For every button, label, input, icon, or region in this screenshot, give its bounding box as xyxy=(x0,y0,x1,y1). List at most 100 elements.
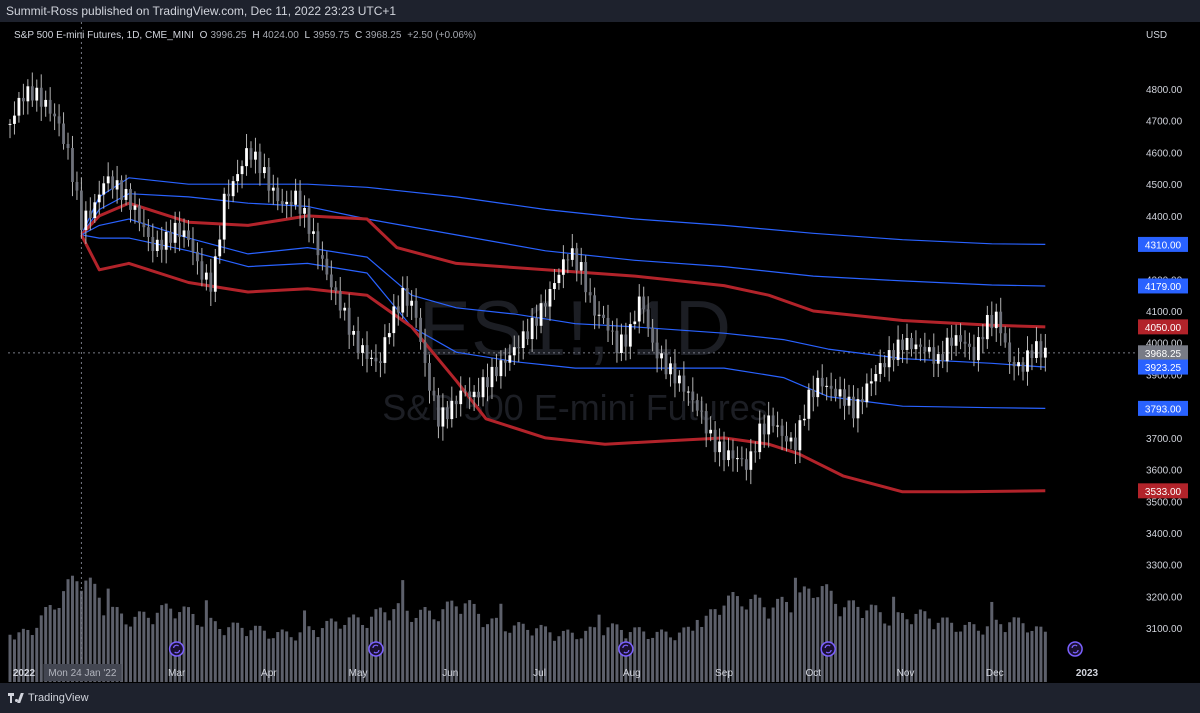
price-chart[interactable]: ES1!, 1D S&P 500 E-mini Futures 3100.00 3… xyxy=(0,22,1200,683)
candle-body xyxy=(17,97,21,116)
x-tick-label: 2022 xyxy=(13,668,36,679)
candle xyxy=(437,387,440,439)
volume-bar xyxy=(860,618,864,682)
candle-body xyxy=(767,415,771,435)
volume-bar xyxy=(222,635,226,682)
brand-name: TradingView xyxy=(28,692,89,704)
candle-body xyxy=(142,223,146,228)
price-tag-text: 3923.25 xyxy=(1145,363,1182,374)
volume-bar xyxy=(610,623,614,682)
dividend-event-icon xyxy=(168,641,185,657)
volume-bar xyxy=(874,605,878,682)
candle xyxy=(48,87,52,122)
candle xyxy=(432,377,436,402)
dividend-event-icon xyxy=(820,641,836,657)
volume-bar xyxy=(66,579,70,682)
candle xyxy=(512,335,516,366)
volume-bar xyxy=(26,629,30,682)
candle-body xyxy=(602,314,605,318)
candle xyxy=(566,254,570,274)
candle-body xyxy=(584,262,588,293)
volume-bar xyxy=(294,640,298,682)
volume-bar xyxy=(401,580,405,682)
candle xyxy=(954,324,958,357)
event-circle xyxy=(1067,641,1083,657)
candle xyxy=(535,304,538,340)
candle-body xyxy=(396,306,400,313)
candle-body xyxy=(798,420,802,451)
candle xyxy=(182,218,186,248)
y-tick-label: 4800.00 xyxy=(1146,85,1183,96)
candle-body xyxy=(66,143,70,148)
candle-body xyxy=(874,373,878,382)
candle-body xyxy=(486,377,489,388)
candle xyxy=(972,334,976,367)
candle-body xyxy=(1003,333,1007,343)
candle xyxy=(316,222,320,270)
candle-body xyxy=(762,423,766,435)
candle xyxy=(53,103,57,131)
candle-body xyxy=(13,115,16,124)
candle xyxy=(977,326,980,372)
volume-bar xyxy=(762,607,766,682)
candle xyxy=(178,211,181,252)
volume-bar xyxy=(472,603,476,682)
candle xyxy=(396,295,400,326)
candle-body xyxy=(8,123,12,125)
volume-bar xyxy=(62,591,66,682)
candle-body xyxy=(361,345,364,353)
candle xyxy=(981,324,985,354)
candle-body xyxy=(347,307,351,335)
candle-body xyxy=(887,350,891,368)
candle xyxy=(807,383,811,431)
open-value: 3996.25 xyxy=(210,30,247,41)
time-axis[interactable]: 2022 Mar Apr May Jun Jul Aug Sep Oct Nov Dec 2023 Mo… xyxy=(13,664,1099,681)
volume-bar xyxy=(303,610,307,682)
volume-bar xyxy=(245,636,249,682)
candle-body xyxy=(736,458,739,460)
candle-body xyxy=(495,366,498,377)
volume-bar xyxy=(673,640,677,682)
band-lower-2 xyxy=(80,234,1046,494)
candle xyxy=(905,323,909,364)
volume-bar xyxy=(597,614,601,682)
candle xyxy=(521,320,525,360)
candle xyxy=(285,190,289,219)
volume-bar xyxy=(923,611,927,682)
candle xyxy=(731,439,735,472)
candle xyxy=(111,170,115,199)
candle-body xyxy=(624,334,628,347)
candle xyxy=(526,318,530,346)
candle-body xyxy=(740,458,744,460)
volume-bar xyxy=(535,628,539,682)
low-label: L xyxy=(304,30,311,41)
candle xyxy=(646,296,650,337)
volume-bar xyxy=(329,618,333,682)
volume-bar xyxy=(695,619,699,682)
volume-bar xyxy=(668,637,672,682)
candle-body xyxy=(758,423,762,453)
volume-bar xyxy=(289,637,293,682)
volume-bar xyxy=(615,624,619,682)
tradingview-logo[interactable]: TradingView xyxy=(8,692,89,704)
price-tag: 3533.00 xyxy=(1138,483,1188,499)
volume-bar xyxy=(878,612,882,682)
price-tag-bg xyxy=(1138,400,1188,416)
candle xyxy=(740,446,744,467)
volume-bar xyxy=(896,612,900,682)
candle-body xyxy=(611,330,614,332)
event-glyph xyxy=(372,644,380,654)
candle xyxy=(1039,333,1043,370)
candle xyxy=(860,386,864,415)
volume-bar xyxy=(584,630,588,682)
candle xyxy=(619,323,623,362)
volume-bar xyxy=(84,580,88,682)
candle xyxy=(503,347,507,377)
candle xyxy=(968,332,971,360)
footer-bar: TradingView xyxy=(0,683,1200,713)
volume-bar xyxy=(552,640,556,682)
volume-bar xyxy=(829,590,833,682)
candle-body xyxy=(954,335,958,346)
volume-bar xyxy=(660,629,664,682)
candle-body xyxy=(619,334,623,353)
